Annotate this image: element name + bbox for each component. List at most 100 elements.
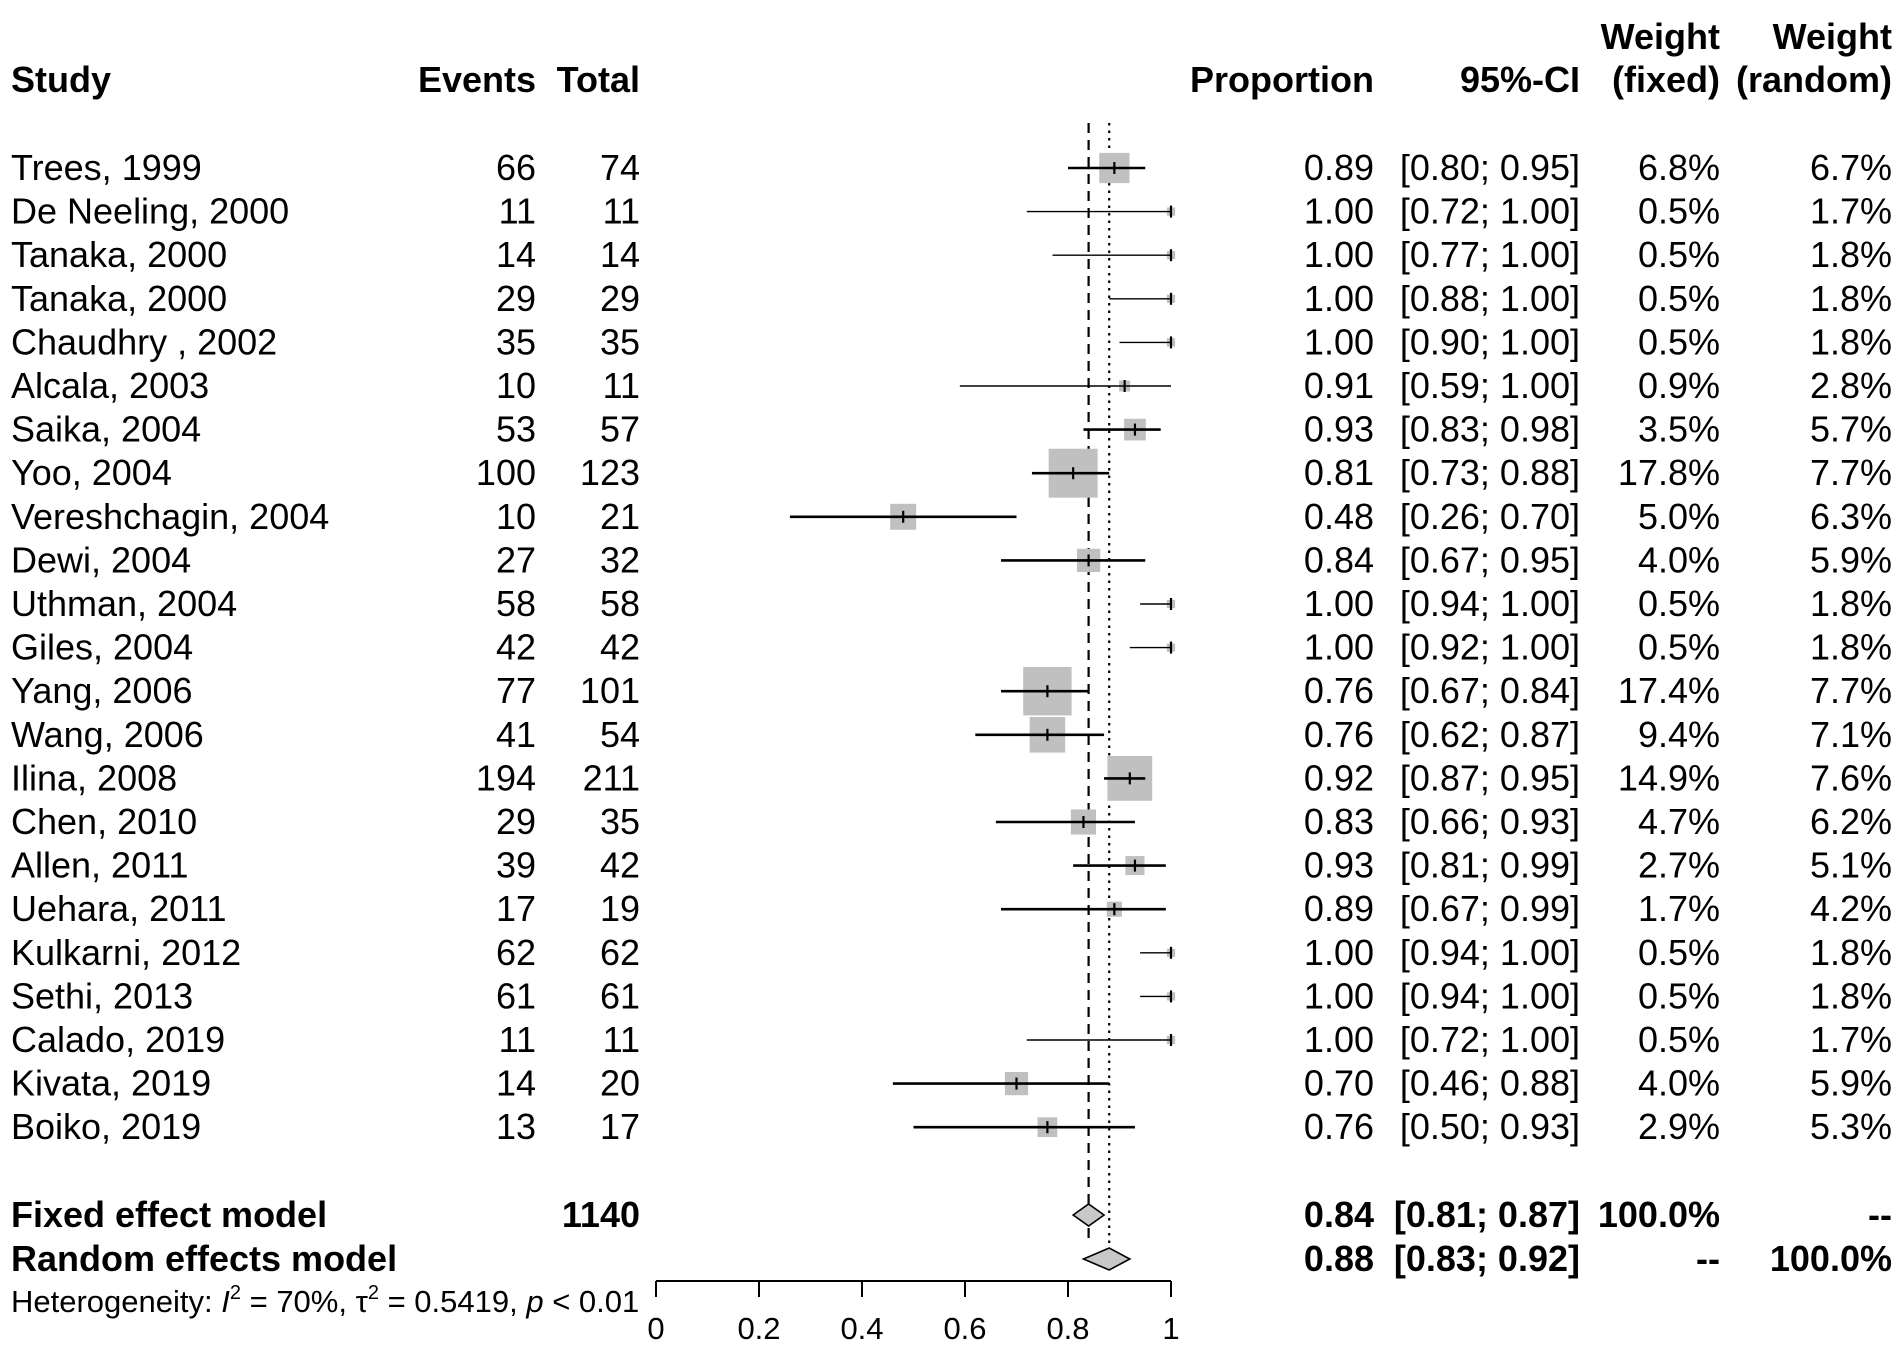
study-label: Ilina, 2008	[11, 757, 177, 798]
study-weight-fixed: 4.0%	[1638, 1063, 1720, 1104]
study-weight-random: 4.2%	[1810, 888, 1892, 929]
study-weight-fixed: 0.5%	[1638, 278, 1720, 319]
study-weight-random: 1.8%	[1810, 234, 1892, 275]
study-weight-fixed: 2.7%	[1638, 845, 1720, 886]
heterogeneity-text: Heterogeneity: I2 = 70%, τ2 = 0.5419, p …	[11, 1282, 639, 1319]
het-i2-exponent: 2	[230, 1282, 241, 1304]
study-weight-random: 1.8%	[1810, 975, 1892, 1016]
study-ci: [0.67; 0.99]	[1400, 888, 1580, 929]
study-label: Tanaka, 2000	[11, 234, 227, 275]
summary-label: Fixed effect model	[11, 1194, 327, 1235]
study-total: 11	[603, 365, 640, 406]
study-proportion: 0.89	[1304, 888, 1374, 929]
study-label: Uthman, 2004	[11, 583, 237, 624]
header-weight-fixed-line1: Weight	[1601, 16, 1720, 57]
study-events: 62	[496, 932, 536, 973]
study-weight-fixed: 0.5%	[1638, 975, 1720, 1016]
study-events: 11	[499, 191, 536, 232]
study-weight-fixed: 0.5%	[1638, 321, 1720, 362]
study-ci: [0.92; 1.00]	[1400, 627, 1580, 668]
study-events: 27	[496, 539, 536, 580]
study-label: Saika, 2004	[11, 409, 201, 450]
column-headers: Study Events Total Proportion 95%-CI Wei…	[11, 16, 1892, 100]
study-events: 10	[496, 365, 536, 406]
study-events: 11	[499, 1019, 536, 1060]
study-events: 29	[496, 278, 536, 319]
study-events: 100	[476, 452, 536, 493]
study-proportion: 1.00	[1304, 234, 1374, 275]
x-axis-tick-label: 0.2	[737, 1311, 780, 1346]
study-weight-random: 7.1%	[1810, 714, 1892, 755]
study-events: 35	[496, 321, 536, 362]
study-proportion: 0.89	[1304, 147, 1374, 188]
study-weight-fixed: 0.5%	[1638, 234, 1720, 275]
study-label: Uehara, 2011	[11, 888, 227, 929]
study-label: Allen, 2011	[11, 845, 188, 886]
header-proportion: Proportion	[1190, 59, 1374, 100]
plot-marks	[789, 123, 1176, 1271]
study-total: 20	[600, 1063, 640, 1104]
study-label: Tanaka, 2000	[11, 278, 227, 319]
study-total: 42	[600, 627, 640, 668]
study-proportion: 0.81	[1304, 452, 1374, 493]
study-ci: [0.94; 1.00]	[1400, 932, 1580, 973]
study-weight-fixed: 9.4%	[1638, 714, 1720, 755]
het-prefix: Heterogeneity:	[11, 1284, 221, 1319]
het-tau-symbol: τ	[356, 1284, 368, 1319]
study-weight-fixed: 4.0%	[1638, 539, 1720, 580]
study-weight-random: 2.8%	[1810, 365, 1892, 406]
study-weight-random: 1.8%	[1810, 932, 1892, 973]
summary-ci: [0.83; 0.92]	[1394, 1238, 1580, 1279]
study-ci: [0.26; 0.70]	[1400, 496, 1580, 537]
het-i2-symbol: I	[221, 1284, 230, 1319]
study-ci: [0.80; 0.95]	[1400, 147, 1580, 188]
study-proportion: 1.00	[1304, 1019, 1374, 1060]
study-label: Boiko, 2019	[11, 1106, 201, 1147]
study-label: Chaudhry , 2002	[11, 321, 277, 362]
study-ci: [0.94; 1.00]	[1400, 975, 1580, 1016]
summary-diamond	[1081, 1247, 1132, 1271]
study-total: 54	[600, 714, 640, 755]
study-label: Kivata, 2019	[11, 1063, 211, 1104]
study-total: 35	[600, 801, 640, 842]
study-weight-random: 1.8%	[1810, 583, 1892, 624]
study-rows: Trees, 1999 66 74 0.89 [0.80; 0.95] 6.8% 6.7% D…	[11, 147, 1892, 1147]
study-weight-fixed: 4.7%	[1638, 801, 1720, 842]
study-label: Sethi, 2013	[11, 975, 193, 1016]
study-label: Wang, 2006	[11, 714, 204, 755]
study-ci: [0.90; 1.00]	[1400, 321, 1580, 362]
x-axis-tick-label: 0.6	[943, 1311, 986, 1346]
study-label: Chen, 2010	[11, 801, 197, 842]
study-ci: [0.67; 0.95]	[1400, 539, 1580, 580]
study-ci: [0.88; 1.00]	[1400, 278, 1580, 319]
study-weight-random: 5.9%	[1810, 539, 1892, 580]
study-weight-fixed: 0.5%	[1638, 932, 1720, 973]
study-proportion: 1.00	[1304, 278, 1374, 319]
study-events: 13	[496, 1106, 536, 1147]
study-weight-random: 1.8%	[1810, 321, 1892, 362]
study-total: 19	[600, 888, 640, 929]
study-weight-random: 5.3%	[1810, 1106, 1892, 1147]
study-weight-random: 7.7%	[1810, 452, 1892, 493]
study-proportion: 1.00	[1304, 191, 1374, 232]
study-label: Dewi, 2004	[11, 539, 191, 580]
study-proportion: 0.76	[1304, 1106, 1374, 1147]
study-weight-fixed: 14.9%	[1618, 757, 1720, 798]
study-weight-fixed: 1.7%	[1638, 888, 1720, 929]
study-total: 14	[600, 234, 640, 275]
header-weight-random-line1: Weight	[1773, 16, 1892, 57]
study-ci: [0.62; 0.87]	[1400, 714, 1580, 755]
study-weight-random: 1.7%	[1810, 191, 1892, 232]
study-ci: [0.72; 1.00]	[1400, 191, 1580, 232]
study-weight-fixed: 5.0%	[1638, 496, 1720, 537]
study-proportion: 0.70	[1304, 1063, 1374, 1104]
study-label: Calado, 2019	[11, 1019, 225, 1060]
study-proportion: 0.83	[1304, 801, 1374, 842]
study-proportion: 1.00	[1304, 627, 1374, 668]
study-ci: [0.81; 0.99]	[1400, 845, 1580, 886]
het-tau-exponent: 2	[368, 1282, 379, 1304]
study-ci: [0.59; 1.00]	[1400, 365, 1580, 406]
study-weight-fixed: 6.8%	[1638, 147, 1720, 188]
study-total: 11	[603, 191, 640, 232]
summary-label: Random effects model	[11, 1238, 397, 1279]
